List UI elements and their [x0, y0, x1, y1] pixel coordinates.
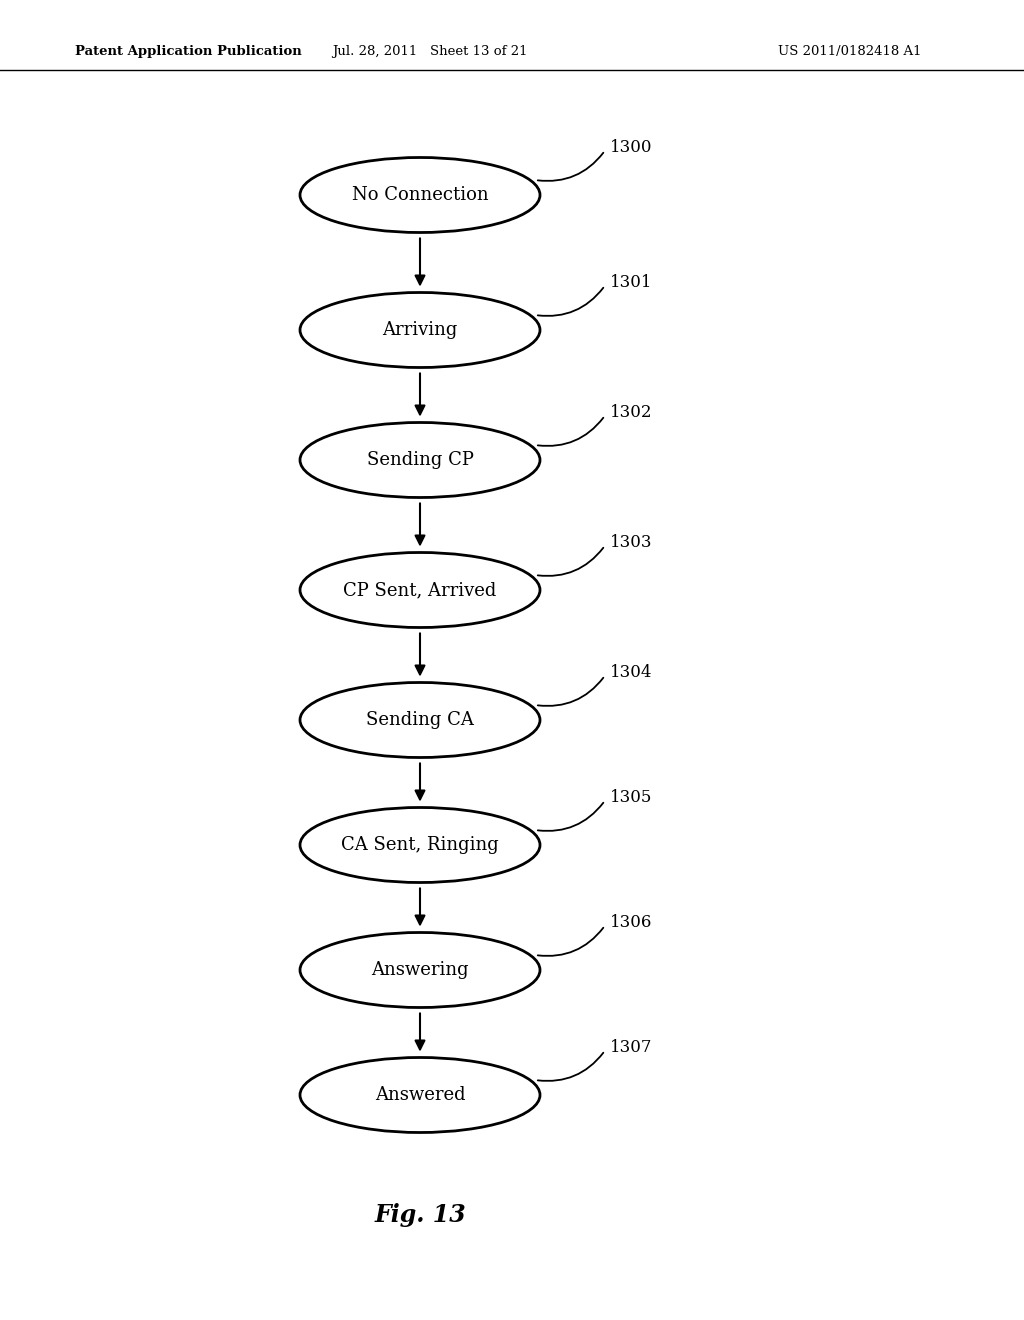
FancyArrowPatch shape: [538, 153, 603, 181]
Ellipse shape: [300, 422, 540, 498]
Ellipse shape: [300, 157, 540, 232]
Ellipse shape: [300, 553, 540, 627]
Text: 1302: 1302: [610, 404, 652, 421]
FancyArrowPatch shape: [538, 928, 603, 956]
Ellipse shape: [300, 932, 540, 1007]
FancyArrowPatch shape: [538, 677, 603, 706]
Text: Fig. 13: Fig. 13: [374, 1203, 466, 1228]
FancyArrowPatch shape: [538, 548, 603, 576]
Text: Answering: Answering: [371, 961, 469, 979]
Text: Answered: Answered: [375, 1086, 465, 1104]
Text: US 2011/0182418 A1: US 2011/0182418 A1: [778, 45, 922, 58]
Text: Sending CP: Sending CP: [367, 451, 473, 469]
Text: 1306: 1306: [610, 913, 652, 931]
Text: 1303: 1303: [610, 535, 652, 550]
FancyArrowPatch shape: [538, 803, 603, 830]
Text: Sending CA: Sending CA: [366, 711, 474, 729]
FancyArrowPatch shape: [538, 417, 603, 446]
Text: Patent Application Publication: Patent Application Publication: [75, 45, 302, 58]
Ellipse shape: [300, 682, 540, 758]
FancyArrowPatch shape: [538, 288, 603, 315]
Text: Jul. 28, 2011   Sheet 13 of 21: Jul. 28, 2011 Sheet 13 of 21: [333, 45, 527, 58]
Text: 1300: 1300: [610, 139, 652, 156]
Text: 1307: 1307: [610, 1039, 652, 1056]
Text: CP Sent, Arrived: CP Sent, Arrived: [343, 581, 497, 599]
Text: 1304: 1304: [610, 664, 652, 681]
Ellipse shape: [300, 808, 540, 883]
Ellipse shape: [300, 1057, 540, 1133]
FancyArrowPatch shape: [538, 1053, 603, 1081]
Text: No Connection: No Connection: [351, 186, 488, 205]
Text: 1305: 1305: [610, 789, 652, 807]
Ellipse shape: [300, 293, 540, 367]
Text: CA Sent, Ringing: CA Sent, Ringing: [341, 836, 499, 854]
Text: 1301: 1301: [610, 275, 652, 290]
Text: Arriving: Arriving: [382, 321, 458, 339]
